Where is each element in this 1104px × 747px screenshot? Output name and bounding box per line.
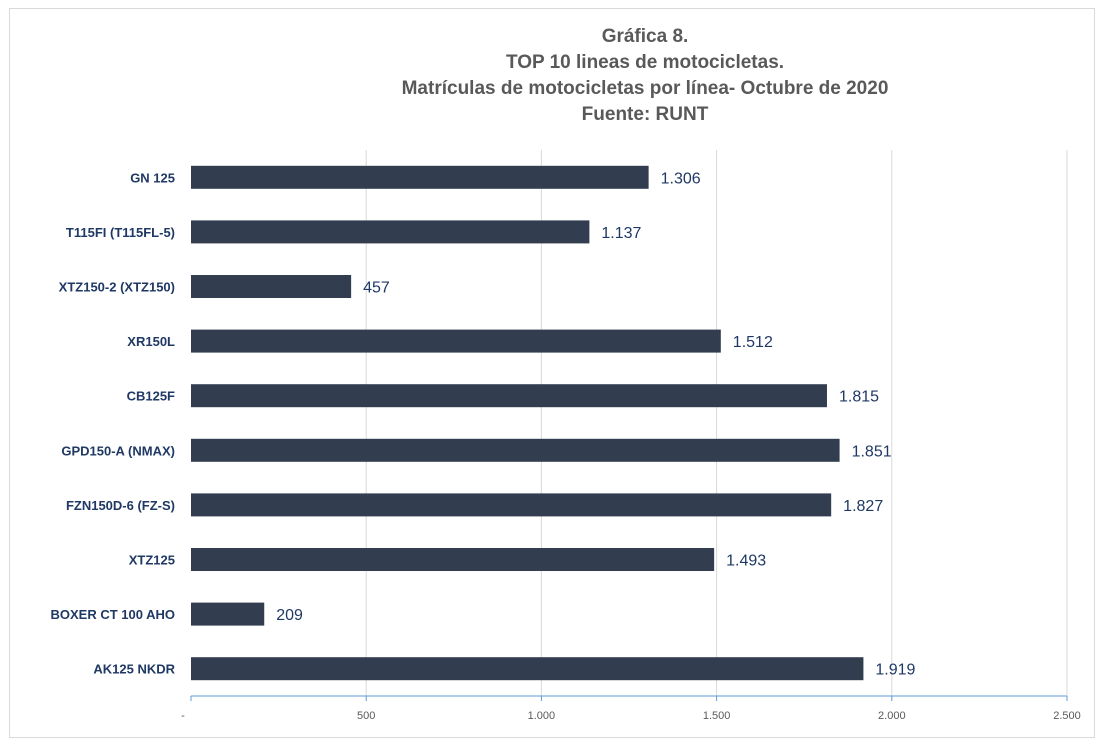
bar (191, 602, 265, 626)
chart-title-line-4: Fuente: RUNT (581, 104, 709, 125)
data-label: 457 (363, 280, 390, 297)
data-label: 209 (276, 607, 303, 624)
data-label: 1.512 (733, 334, 773, 351)
x-tick-label: 2.500 (1053, 710, 1081, 722)
category-label: XTZ150-2 (XTZ150) (59, 280, 175, 295)
category-label: CB125F (127, 389, 175, 404)
category-label: XR150L (127, 334, 175, 349)
data-label: 1.137 (601, 225, 641, 242)
chart-title-line-2: TOP 10 lineas de motocicletas. (505, 52, 785, 73)
x-axis: - 500 1.000 1.500 2.000 2.500 (181, 695, 1081, 722)
bar (191, 438, 840, 462)
x-tick-label: 500 (357, 710, 375, 722)
category-label: GN 125 (130, 170, 175, 185)
data-label: 1.493 (726, 553, 766, 570)
category-label: FZN150D-6 (FZ-S) (66, 498, 175, 513)
category-label: XTZ125 (129, 553, 175, 568)
chart-title-line-3: Matrículas de motocicletas por línea- Oc… (401, 78, 889, 99)
x-tick-label: - (181, 710, 185, 722)
category-label: T115FI (T115FL-5) (66, 225, 175, 240)
bar (191, 329, 721, 353)
chart-frame (9, 8, 1095, 738)
category-label: BOXER CT 100 AHO (51, 607, 176, 622)
bar (191, 657, 864, 681)
x-tick-label: 2.000 (878, 710, 906, 722)
bars (191, 165, 864, 681)
labels: GN 125 1.306 T115FI (T115FL-5) 1.137 XTZ150-… (51, 170, 916, 678)
bar (191, 220, 590, 244)
chart-title-line-1: Gráfica 8. (601, 26, 689, 47)
bar (191, 384, 827, 408)
bar (191, 165, 649, 189)
bar (191, 548, 715, 571)
category-label: GPD150-A (NMAX) (61, 443, 175, 458)
data-label: 1.306 (661, 170, 701, 187)
data-label: 1.815 (839, 389, 879, 406)
data-label: 1.919 (875, 662, 915, 679)
chart-title: Gráfica 8. TOP 10 lineas de motocicletas… (0, 24, 1104, 128)
bar (191, 493, 832, 517)
x-tick-label: 1.500 (703, 710, 731, 722)
data-label: 1.851 (852, 443, 892, 460)
category-label: AK125 NKDR (93, 662, 175, 677)
bar (191, 275, 352, 298)
data-label: 1.827 (843, 498, 883, 515)
x-tick-label: 1.000 (528, 710, 556, 722)
